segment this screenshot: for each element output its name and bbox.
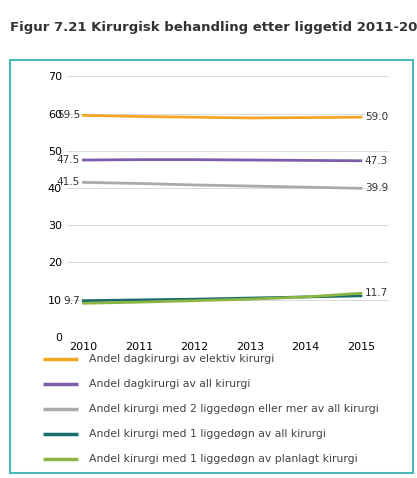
Text: 41.5: 41.5 bbox=[57, 177, 80, 187]
Text: Andel kirurgi med 2 liggedøgn eller mer av all kirurgi: Andel kirurgi med 2 liggedøgn eller mer … bbox=[89, 404, 378, 414]
Text: Andel kirurgi med 1 liggedøgn av planlagt kirurgi: Andel kirurgi med 1 liggedøgn av planlag… bbox=[89, 454, 357, 464]
Text: 11.7: 11.7 bbox=[365, 288, 388, 298]
Text: 39.9: 39.9 bbox=[365, 183, 388, 193]
Text: 47.3: 47.3 bbox=[365, 156, 388, 166]
Text: Figur 7.21 Kirurgisk behandling etter liggetid 2011-2015.: Figur 7.21 Kirurgisk behandling etter li… bbox=[10, 21, 417, 34]
Text: Andel dagkirurgi av all kirurgi: Andel dagkirurgi av all kirurgi bbox=[89, 379, 250, 389]
Text: Andel kirurgi med 1 liggedøgn av all kirurgi: Andel kirurgi med 1 liggedøgn av all kir… bbox=[89, 429, 326, 439]
Text: 59.0: 59.0 bbox=[365, 112, 388, 122]
Text: 9.7: 9.7 bbox=[63, 296, 80, 305]
Text: Andel dagkirurgi av elektiv kirurgi: Andel dagkirurgi av elektiv kirurgi bbox=[89, 354, 274, 364]
Text: 59.5: 59.5 bbox=[57, 110, 80, 120]
Text: 47.5: 47.5 bbox=[57, 155, 80, 165]
